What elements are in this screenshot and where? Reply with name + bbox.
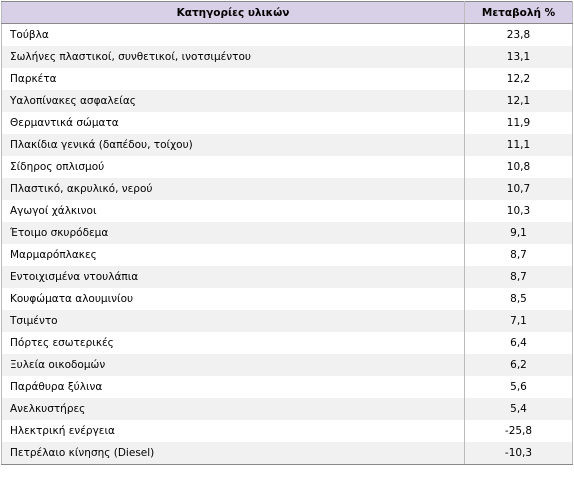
change-cell: 8,5 [464,288,573,310]
header-row: Κατηγορίες υλικών Μεταβολή % [1,1,573,24]
change-cell: 7,1 [464,310,573,332]
change-cell: 10,7 [464,178,573,200]
table-row: Μαρμαρόπλακες 8,7 [1,244,573,266]
category-cell: Εντοιχισμένα ντουλάπια [1,266,465,288]
table-row: Αγωγοί χάλκινοι 10,3 [1,200,573,222]
change-cell: 11,9 [464,112,573,134]
category-cell: Έτοιμο σκυρόδεμα [1,222,465,244]
table-row: Παρκέτα 12,2 [1,68,573,90]
table-row: Ανελκυστήρες 5,4 [1,398,573,420]
change-cell: 13,1 [464,46,573,68]
category-cell: Τσιμέντο [1,310,465,332]
table-row: Σίδηρος οπλισμού 10,8 [1,156,573,178]
table-row: Σωλήνες πλαστικοί, συνθετικοί, ινοτσιμέν… [1,46,573,68]
materials-table: Κατηγορίες υλικών Μεταβολή % Τούβλα 23,8 Σ… [1,1,573,465]
category-cell: Ανελκυστήρες [1,398,465,420]
category-cell: Θερμαντικά σώματα [1,112,465,134]
table-row: Πόρτες εσωτερικές 6,4 [1,332,573,354]
category-cell: Μαρμαρόπλακες [1,244,465,266]
table-row: Πετρέλαιο κίνησης (Diesel) -10,3 [1,442,573,465]
change-cell: 23,8 [464,23,573,46]
table-row: Θερμαντικά σώματα 11,9 [1,112,573,134]
category-cell: Υαλοπίνακες ασφαλείας [1,90,465,112]
table-row: Έτοιμο σκυρόδεμα 9,1 [1,222,573,244]
change-cell: 8,7 [464,266,573,288]
change-cell: -25,8 [464,420,573,442]
table-row: Παράθυρα ξύλινα 5,6 [1,376,573,398]
change-cell: 5,4 [464,398,573,420]
table-row: Ηλεκτρική ενέργεια -25,8 [1,420,573,442]
table-row: Ξυλεία οικοδομών 6,2 [1,354,573,376]
change-cell: -10,3 [464,442,573,465]
category-cell: Τούβλα [1,23,465,46]
category-cell: Πλαστικό, ακρυλικό, νερού [1,178,465,200]
change-cell: 6,4 [464,332,573,354]
change-cell: 10,8 [464,156,573,178]
category-cell: Παράθυρα ξύλινα [1,376,465,398]
category-cell: Σωλήνες πλαστικοί, συνθετικοί, ινοτσιμέν… [1,46,465,68]
change-cell: 9,1 [464,222,573,244]
table-body: Τούβλα 23,8 Σωλήνες πλαστικοί, συνθετικοί,… [1,23,573,465]
table-row: Πλαστικό, ακρυλικό, νερού 10,7 [1,178,573,200]
category-cell: Αγωγοί χάλκινοι [1,200,465,222]
table-row: Τούβλα 23,8 [1,23,573,46]
table-row: Κουφώματα αλουμινίου 8,5 [1,288,573,310]
change-cell: 11,1 [464,134,573,156]
category-cell: Πετρέλαιο κίνησης (Diesel) [1,442,465,465]
category-cell: Κουφώματα αλουμινίου [1,288,465,310]
category-cell: Παρκέτα [1,68,465,90]
change-cell: 12,2 [464,68,573,90]
change-cell: 10,3 [464,200,573,222]
header-cell: Κατηγορίες υλικών [1,1,465,24]
change-cell: 12,1 [464,90,573,112]
table-row: Εντοιχισμένα ντουλάπια 8,7 [1,266,573,288]
table-row: Υαλοπίνακες ασφαλείας 12,1 [1,90,573,112]
change-cell: 6,2 [464,354,573,376]
change-cell: 8,7 [464,244,573,266]
header-cell: Μεταβολή % [464,1,573,24]
category-cell: Πλακίδια γενικά (δαπέδου, τοίχου) [1,134,465,156]
category-cell: Πόρτες εσωτερικές [1,332,465,354]
category-cell: Σίδηρος οπλισμού [1,156,465,178]
table-row: Τσιμέντο 7,1 [1,310,573,332]
category-cell: Ξυλεία οικοδομών [1,354,465,376]
table-row: Πλακίδια γενικά (δαπέδου, τοίχου) 11,1 [1,134,573,156]
category-cell: Ηλεκτρική ενέργεια [1,420,465,442]
change-cell: 5,6 [464,376,573,398]
